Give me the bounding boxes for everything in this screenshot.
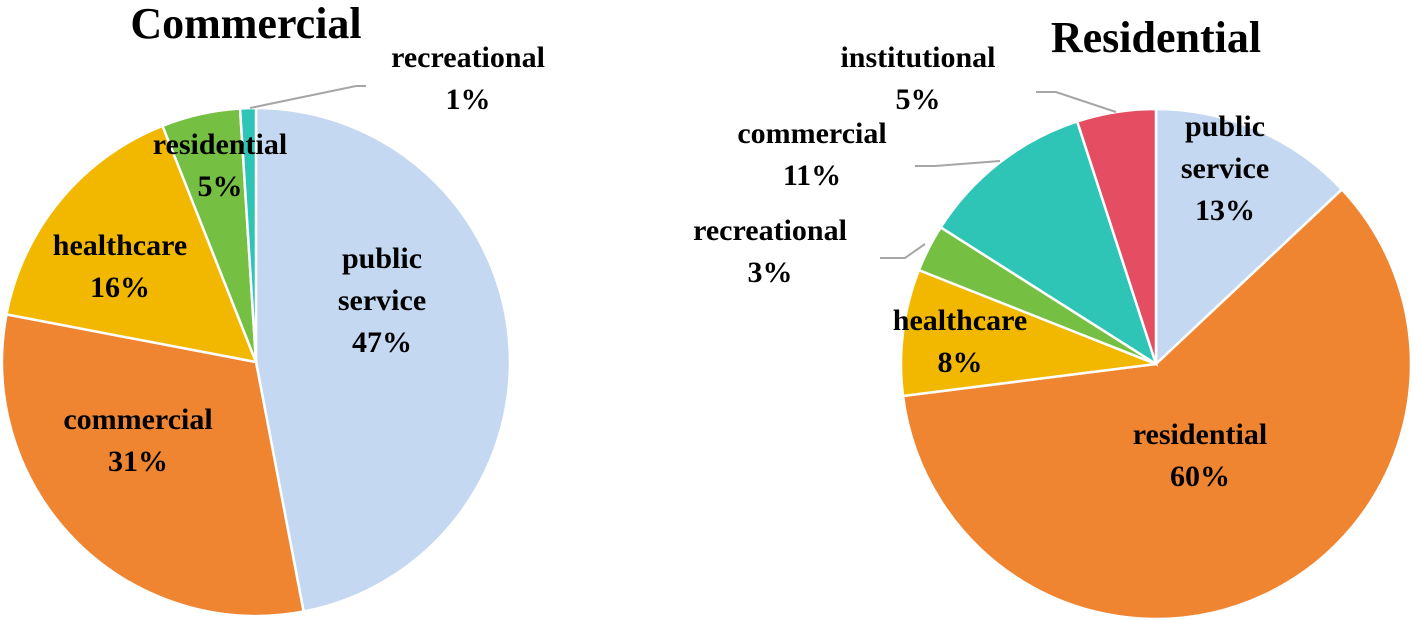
commercial-leader-line-recreational: [249, 85, 366, 109]
commercial-slice-public-service: [254, 106, 512, 613]
commercial-percent-public-service: 47%: [352, 326, 412, 359]
residential-name-recreational: recreational: [693, 214, 847, 247]
commercial-percent-healthcare: 16%: [90, 271, 150, 304]
residential-label-residential: residential 60%: [1133, 418, 1267, 493]
commercial-percent-recreational: 1%: [446, 83, 491, 116]
residential-percent-institutional: 5%: [896, 83, 941, 116]
residential-pie: public service 13% residential 60% healthcare…: [693, 41, 1412, 620]
commercial-slice-recreational: [238, 106, 258, 363]
residential-name-public-service: service: [1181, 152, 1269, 185]
commercial-pie: public service 47% commercial 31% healthcare 1…: [0, 41, 545, 618]
residential-percent-healthcare: 8%: [938, 346, 983, 379]
commercial-chart-title: Commercial: [130, 0, 361, 48]
commercial-label-residential: residential 5%: [153, 128, 287, 203]
residential-slice-institutional: [1075, 107, 1158, 365]
commercial-percent-residential: 5%: [198, 170, 243, 203]
commercial-name-public-service: service: [338, 284, 426, 317]
residential-leader-line-institutional: [1036, 91, 1117, 113]
residential-label-healthcare: healthcare 8%: [893, 304, 1027, 379]
commercial-name-healthcare: healthcare: [53, 229, 187, 262]
residential-leader-line-recreational: [880, 243, 926, 259]
commercial-name-commercial: commercial: [63, 403, 212, 436]
residential-name-healthcare: healthcare: [893, 304, 1027, 337]
residential-percent-public-service: 13%: [1195, 194, 1255, 227]
residential-label-recreational: recreational 3%: [693, 214, 847, 289]
commercial-slice-commercial: [0, 312, 306, 618]
residential-slice-commercial: [938, 119, 1159, 367]
residential-name-commercial: commercial: [737, 117, 886, 150]
residential-percent-recreational: 3%: [748, 256, 793, 289]
commercial-label-healthcare: healthcare 16%: [53, 229, 187, 304]
residential-name-public-service: public: [1185, 110, 1265, 143]
commercial-name-residential: residential: [153, 128, 287, 161]
commercial-slice-healthcare: [5, 124, 258, 364]
commercial-label-commercial: commercial 31%: [63, 403, 212, 478]
commercial-name-recreational: recreational: [391, 41, 545, 74]
residential-leader-line-commercial: [915, 160, 1001, 167]
residential-label-institutional: institutional 5%: [840, 41, 995, 116]
residential-label-commercial: commercial 11%: [737, 117, 886, 192]
residential-percent-residential: 60%: [1170, 460, 1230, 493]
residential-name-institutional: institutional: [840, 41, 995, 74]
commercial-label-recreational: recreational 1%: [391, 41, 545, 116]
residential-slice-public-service: [1154, 107, 1344, 367]
residential-label-public-service: public service 13%: [1181, 110, 1269, 227]
residential-percent-commercial: 11%: [783, 159, 841, 192]
residential-slice-healthcare: [899, 268, 1157, 398]
commercial-label-public-service: public service 47%: [338, 242, 426, 359]
residential-name-residential: residential: [1133, 418, 1267, 451]
commercial-percent-commercial: 31%: [108, 445, 168, 478]
commercial-name-public-service: public: [342, 242, 422, 275]
residential-slice-residential: [901, 187, 1412, 620]
residential-chart-title: Residential: [1051, 13, 1261, 62]
